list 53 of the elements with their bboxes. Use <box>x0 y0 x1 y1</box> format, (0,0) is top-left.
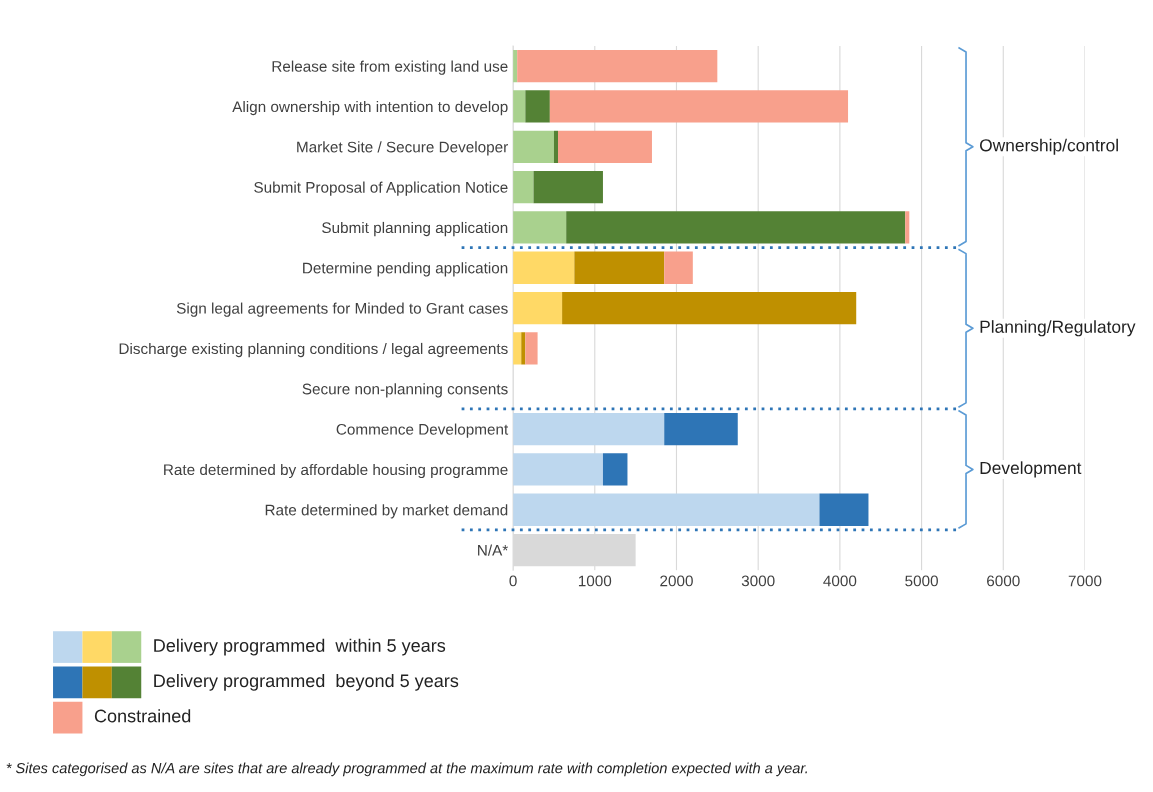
bar <box>549 90 849 123</box>
x-tick-label: 4000 <box>823 575 857 587</box>
bar <box>553 130 559 163</box>
legend-label: Delivery programmed within 5 years <box>154 638 446 656</box>
y-tick-label: Secure non-planning consents <box>302 383 508 398</box>
bar <box>566 211 906 244</box>
x-tick-label: 5000 <box>905 575 938 587</box>
bar <box>819 493 869 526</box>
x-tick-label: 2000 <box>660 575 693 587</box>
y-tick-label: Discharge existing planning conditions / legal agreements <box>119 342 508 358</box>
y-tick-label: Commence Development <box>336 423 509 438</box>
bar <box>513 90 526 123</box>
bar <box>558 130 652 163</box>
bar <box>513 412 665 446</box>
bar <box>513 170 534 204</box>
y-tick-label: N/A* <box>478 544 508 556</box>
bar <box>513 130 554 163</box>
y-tick-label: Sign legal agreements for Minded to Grant cases <box>176 302 508 317</box>
bar <box>574 251 665 284</box>
y-tick-label: Determine pending application <box>303 262 508 277</box>
annotation: Planning/Regulatory <box>980 320 1136 337</box>
bar <box>602 453 628 486</box>
bar <box>513 493 820 526</box>
y-tick-label: Rate determined by market demand <box>265 504 508 519</box>
bar <box>513 251 575 284</box>
y-tick-label: Submit Proposal of Application Notice <box>254 181 508 196</box>
bar <box>525 332 538 365</box>
y-tick-label: Rate determined by affordable housing programme <box>164 463 508 479</box>
text: * Sites categorised as N/A are sites that are already programmed at the maximum rate with completion expected with a year. <box>6 762 807 777</box>
annotation: Ownership/control <box>980 138 1118 155</box>
bar <box>905 211 910 244</box>
x-tick-label: 0 <box>509 575 517 587</box>
y-tick-label: Market Site / Secure Developer <box>297 141 508 156</box>
bar <box>525 90 550 123</box>
y-tick-label: Release site from existing land use <box>272 60 508 75</box>
bar <box>513 453 603 486</box>
bar <box>521 332 526 365</box>
y-tick-label: Align ownership with intention to develop <box>232 100 508 116</box>
bar <box>664 251 693 284</box>
x-tick-label: 7000 <box>1068 575 1102 587</box>
bar <box>513 211 567 244</box>
bar <box>513 291 563 325</box>
bar <box>664 412 738 446</box>
bar <box>533 170 603 204</box>
y-tick-label: Submit planning application <box>322 221 508 237</box>
bar <box>517 49 718 83</box>
annotation: Development <box>980 461 1082 478</box>
bar <box>562 291 857 325</box>
x-tick-label: 1000 <box>578 575 612 587</box>
legend-label: Delivery programmed beyond 5 years <box>154 673 459 691</box>
x-tick-label: 6000 <box>987 575 1020 587</box>
x-tick-label: 3000 <box>741 575 775 587</box>
legend-label: Constrained <box>94 709 191 723</box>
